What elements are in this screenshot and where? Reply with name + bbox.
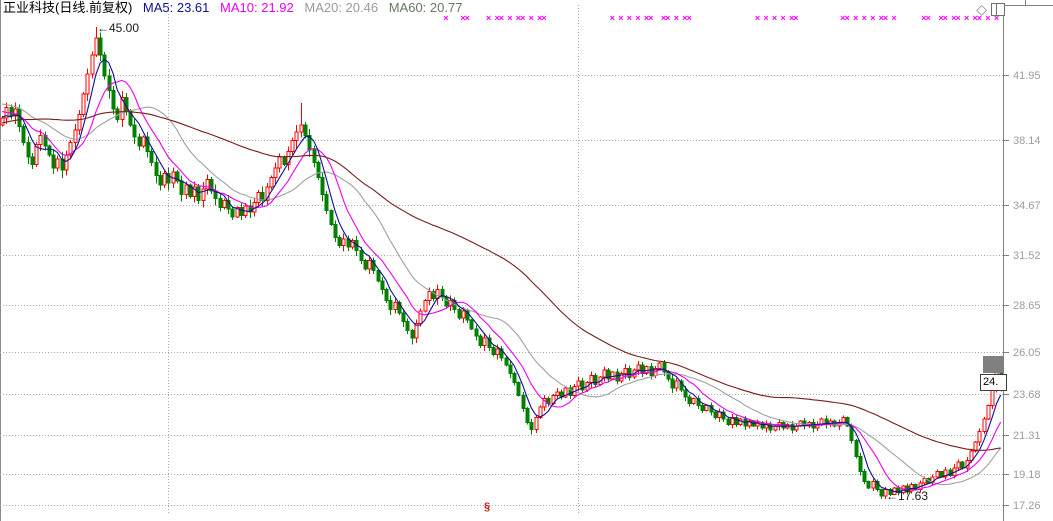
axis-tick-label: 26.05 xyxy=(1013,347,1041,359)
axis-tick-label: 41.95 xyxy=(1013,70,1041,82)
signal-x-marker: × xyxy=(687,13,692,23)
candles xyxy=(0,27,1004,499)
signal-x-marker: × xyxy=(460,13,465,23)
signal-x-marker: × xyxy=(921,13,926,23)
signal-x-marker: × xyxy=(443,13,448,23)
signal-markers: × ×× × × × × × × × ×× × × × × ×× ×× × × × × × × × × × × × × × × × × × × × ×… xyxy=(443,13,999,23)
ma60-line xyxy=(1,111,1001,451)
signal-x-marker: × xyxy=(541,13,546,23)
signal-x-marker: × xyxy=(661,13,666,23)
axis-tick-label: 23.68 xyxy=(1013,389,1041,401)
ma60-legend: MA60: 20.77 xyxy=(388,0,463,15)
low-price-label: 17.63 xyxy=(898,489,929,503)
axis-tick-label: 34.67 xyxy=(1013,200,1041,212)
signal-x-marker: × xyxy=(977,13,982,23)
signal-x-marker: × xyxy=(891,13,896,23)
signal-x-marker: × xyxy=(972,13,977,23)
signal-x-marker: × xyxy=(516,13,521,23)
signal-x-marker: × xyxy=(789,13,794,23)
signal-x-marker: × xyxy=(844,13,849,23)
axis-tick-label: 28.65 xyxy=(1013,300,1041,312)
signal-x-marker: × xyxy=(674,13,679,23)
signal-x-marker: × xyxy=(994,13,999,23)
signal-x-marker: × xyxy=(644,13,649,23)
signal-x-marker: × xyxy=(862,13,867,23)
axis-tick-label: 38.14 xyxy=(1013,135,1041,147)
arrow-left-icon: ← xyxy=(97,21,109,35)
signal-x-marker: × xyxy=(926,13,931,23)
ma5-line xyxy=(1,58,1002,493)
signal-x-marker: × xyxy=(763,13,768,23)
diamond-icon[interactable]: ◇ xyxy=(976,1,987,17)
signal-x-marker: × xyxy=(465,13,470,23)
chart-header: 正业科技(日线.前复权) MA5: 23.61 MA10: 21.92 MA20… xyxy=(3,0,462,15)
last-price-tag: 24. xyxy=(980,374,1007,391)
axis-tick-label: 31.52 xyxy=(1013,250,1041,262)
high-price-annotation: ←45.00 xyxy=(97,21,139,35)
signal-x-marker: × xyxy=(755,13,760,23)
axis-tick-label: 19.18 xyxy=(1013,469,1041,481)
signal-x-marker: × xyxy=(853,13,858,23)
signal-x-marker: × xyxy=(610,13,615,23)
ex-dividend-marker: § xyxy=(484,501,491,513)
low-price-annotation: ←17.63 xyxy=(886,489,928,503)
window-left-border xyxy=(0,0,1,521)
signal-x-marker: × xyxy=(793,13,798,23)
signal-x-marker: × xyxy=(772,13,777,23)
signal-x-marker: × xyxy=(627,13,632,23)
signal-x-marker: × xyxy=(648,13,653,23)
ma5-legend: MA5: 23.61 xyxy=(142,0,210,15)
ma20-legend: MA20: 20.46 xyxy=(304,0,379,15)
signal-x-marker: × xyxy=(499,13,504,23)
ma20-line xyxy=(1,103,1002,486)
chart-corner-toolbar: ◇ xyxy=(976,2,1005,16)
ma10-legend: MA10: 21.92 xyxy=(220,0,294,15)
signal-x-marker: × xyxy=(665,13,670,23)
signal-x-marker: × xyxy=(840,13,845,23)
signal-x-marker: × xyxy=(537,13,542,23)
signal-x-marker: × xyxy=(985,13,990,23)
signal-x-marker: × xyxy=(879,13,884,23)
signal-x-marker: × xyxy=(529,13,534,23)
signal-x-marker: × xyxy=(780,13,785,23)
axis-tick-label: 21.31 xyxy=(1013,430,1041,442)
signal-x-marker: × xyxy=(520,13,525,23)
signal-x-marker: × xyxy=(938,13,943,23)
chart-title: 正业科技(日线.前复权) xyxy=(3,0,133,15)
signal-x-marker: × xyxy=(494,13,499,23)
price-axis: 41.95 38.14 34.67 31.52 28.65 26.05 23.68 21.31… xyxy=(1003,0,1053,521)
signal-x-marker: × xyxy=(507,13,512,23)
signal-x-marker: × xyxy=(486,13,491,23)
panel-layout-icon[interactable] xyxy=(991,2,1005,16)
signal-x-marker: × xyxy=(964,13,969,23)
ma10-line xyxy=(1,79,1002,491)
signal-x-marker: × xyxy=(955,13,960,23)
current-price-flag xyxy=(983,356,1004,373)
signal-x-marker: × xyxy=(618,13,623,23)
signal-x-marker: × xyxy=(870,13,875,23)
high-price-label: 45.00 xyxy=(109,21,140,35)
signal-x-marker: × xyxy=(635,13,640,23)
signal-x-marker: × xyxy=(943,13,948,23)
signal-x-marker: × xyxy=(883,13,888,23)
axis-tick-label: 17.26 xyxy=(1013,500,1041,512)
signal-x-marker: × xyxy=(951,13,956,23)
signal-x-marker: × xyxy=(682,13,687,23)
arrow-left-icon: ← xyxy=(886,489,898,503)
